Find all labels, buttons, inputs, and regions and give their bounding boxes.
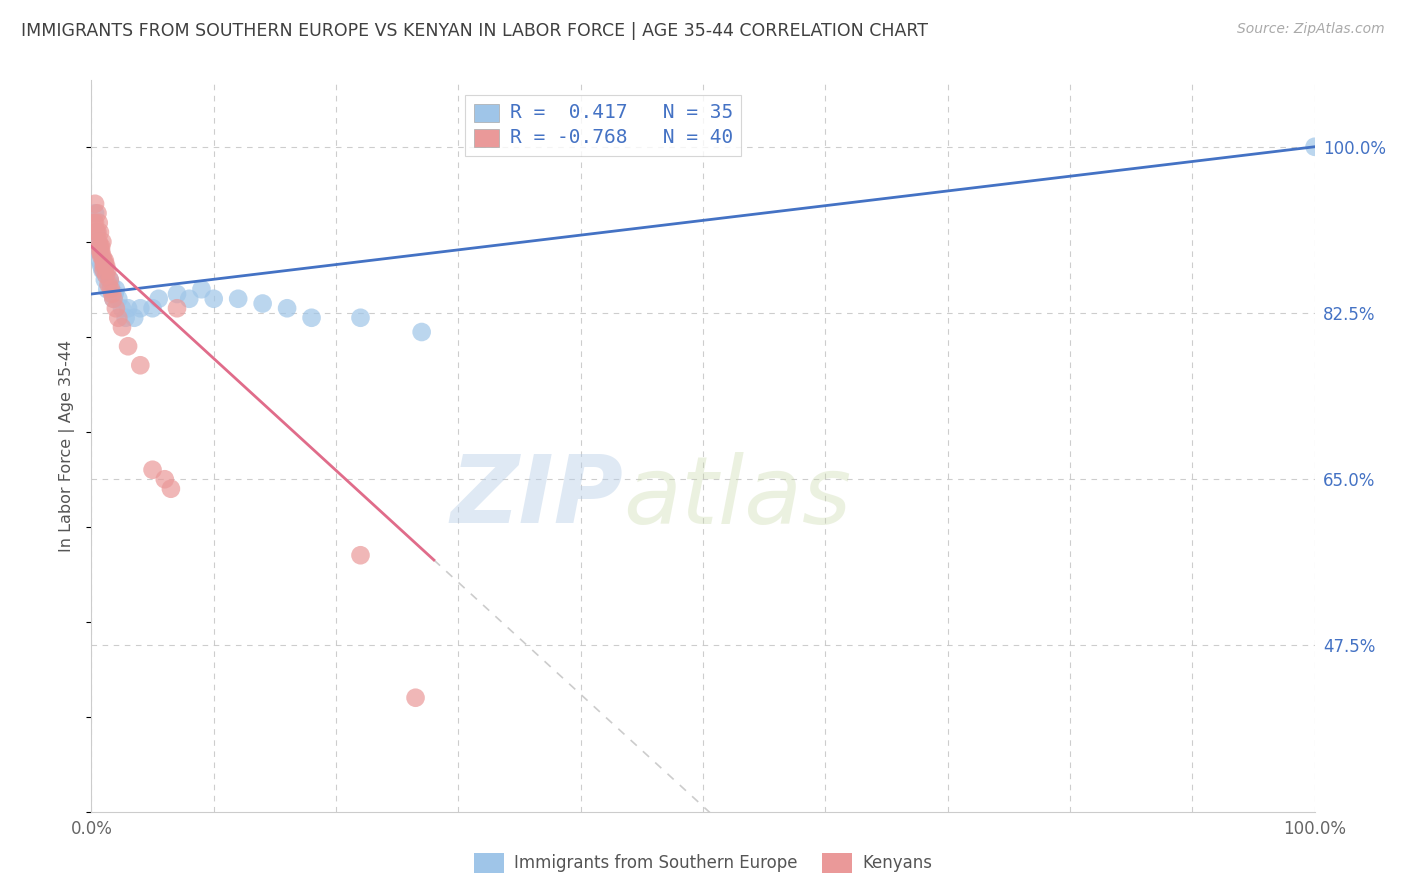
Point <box>107 310 129 325</box>
Point <box>141 463 163 477</box>
Point <box>100 277 122 292</box>
Point <box>166 301 188 316</box>
Point <box>103 292 125 306</box>
Point <box>84 196 107 211</box>
Point <box>94 268 117 282</box>
Point <box>96 282 118 296</box>
Point <box>179 292 201 306</box>
Legend: Immigrants from Southern Europe, Kenyans: Immigrants from Southern Europe, Kenyans <box>467 847 939 880</box>
Point <box>129 301 152 316</box>
Point <box>104 287 127 301</box>
Point <box>114 310 136 325</box>
Point <box>84 225 107 239</box>
Point <box>104 301 127 316</box>
Point <box>94 273 117 287</box>
Y-axis label: In Labor Force | Age 35-44: In Labor Force | Age 35-44 <box>59 340 76 552</box>
Point <box>90 259 112 273</box>
Point <box>86 225 108 239</box>
Point <box>90 244 112 259</box>
Point <box>89 253 111 268</box>
Legend: R =  0.417   N = 35, R = -0.768   N = 40: R = 0.417 N = 35, R = -0.768 N = 40 <box>465 95 741 155</box>
Point <box>104 282 127 296</box>
Point <box>87 244 110 259</box>
Point <box>94 259 117 273</box>
Point <box>93 263 115 277</box>
Point <box>141 301 163 316</box>
Point <box>90 249 112 263</box>
Point <box>89 244 111 259</box>
Point <box>129 358 152 372</box>
Point <box>148 292 170 306</box>
Point <box>94 253 117 268</box>
Point <box>276 301 298 316</box>
Point <box>166 287 188 301</box>
Point <box>107 292 129 306</box>
Point <box>83 216 105 230</box>
Point <box>93 253 115 268</box>
Text: IMMIGRANTS FROM SOUTHERN EUROPE VS KENYAN IN LABOR FORCE | AGE 35-44 CORRELATION: IMMIGRANTS FROM SOUTHERN EUROPE VS KENYA… <box>21 22 928 40</box>
Point <box>160 482 183 496</box>
Point <box>117 301 139 316</box>
Point <box>90 239 112 253</box>
Point <box>94 259 117 273</box>
Text: atlas: atlas <box>623 451 852 542</box>
Point <box>96 263 118 277</box>
Point <box>98 273 121 287</box>
Point <box>153 472 176 486</box>
Point <box>98 273 121 287</box>
Point <box>103 292 125 306</box>
Point <box>1303 140 1326 154</box>
Point <box>252 296 274 310</box>
Point <box>301 310 323 325</box>
Text: Source: ZipAtlas.com: Source: ZipAtlas.com <box>1237 22 1385 37</box>
Point <box>111 320 134 334</box>
Point <box>84 216 107 230</box>
Point <box>190 282 212 296</box>
Point <box>94 268 117 282</box>
Point <box>100 282 122 296</box>
Point <box>93 259 115 273</box>
Point <box>91 235 114 249</box>
Point <box>91 249 114 263</box>
Point <box>86 206 108 220</box>
Point <box>101 287 124 301</box>
Point <box>111 301 134 316</box>
Point <box>89 225 111 239</box>
Point <box>202 292 225 306</box>
Point <box>349 310 371 325</box>
Point <box>84 225 107 239</box>
Text: ZIP: ZIP <box>450 451 623 543</box>
Point <box>97 277 120 292</box>
Point <box>411 325 433 339</box>
Point <box>122 310 145 325</box>
Point <box>405 690 427 705</box>
Point <box>349 548 371 562</box>
Point <box>87 216 110 230</box>
Point <box>226 292 249 306</box>
Point <box>89 239 111 253</box>
Point <box>86 235 108 249</box>
Point <box>91 263 114 277</box>
Point <box>117 339 139 353</box>
Point <box>84 206 107 220</box>
Point <box>93 263 115 277</box>
Point <box>87 235 110 249</box>
